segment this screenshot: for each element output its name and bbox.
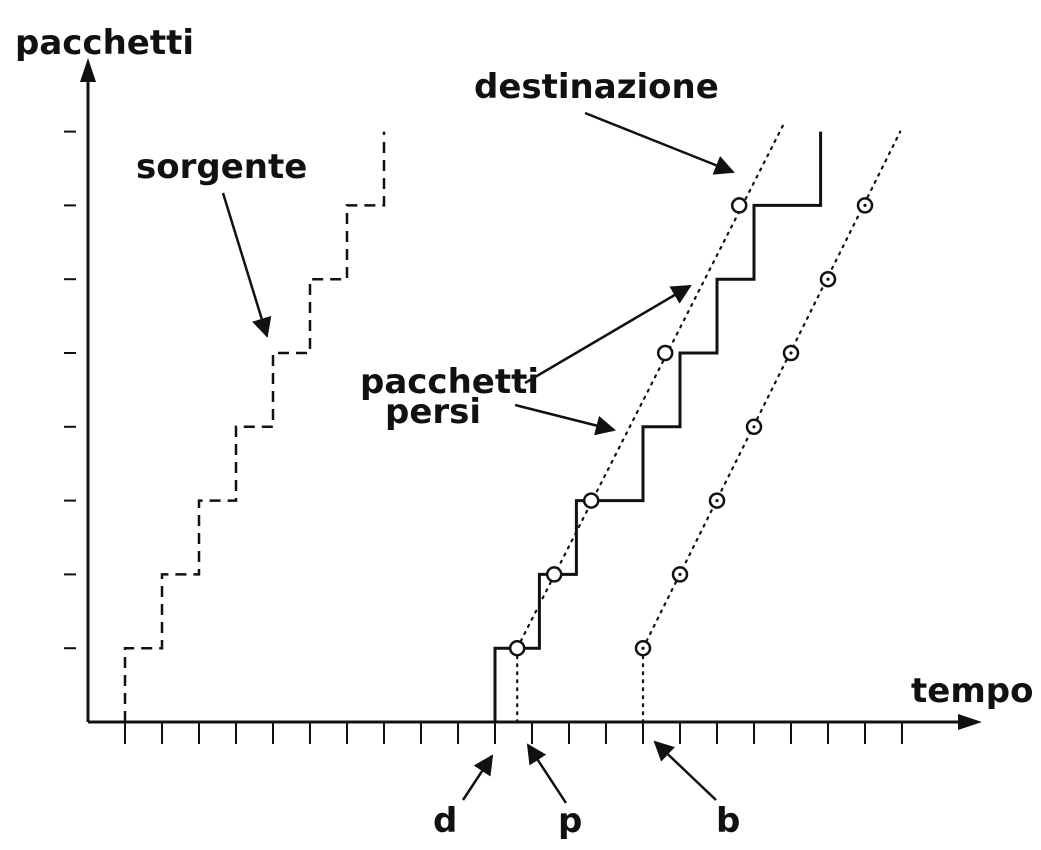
- destination-packet-circle: [730, 197, 748, 214]
- lost-packet-pointer-arrow-upper: [524, 284, 692, 385]
- playout-packet-center: [641, 646, 645, 650]
- x-axis-arrowhead: [958, 714, 982, 730]
- source-step-line: [123, 131, 386, 722]
- source-step-curve: [123, 131, 386, 722]
- lost-packets-label-line1: pacchetti: [360, 362, 539, 402]
- y-axis-label: pacchetti: [15, 23, 194, 63]
- p-pointer-arrow: [526, 743, 568, 804]
- y-axis-arrowhead: [80, 58, 96, 82]
- playout-packet-center: [715, 499, 719, 503]
- source-pointer-arrow: [221, 192, 272, 338]
- p-marker-label: p: [558, 801, 582, 841]
- packet-markers: [508, 197, 874, 657]
- destination-pointer-arrow: [584, 111, 735, 175]
- lost-packet-pointer-arrow-lower: [514, 403, 616, 436]
- destination-packet-circle: [508, 639, 526, 657]
- playout-packet-center: [752, 425, 756, 429]
- x-axis-ticks: [124, 722, 903, 744]
- playout-packet-center: [789, 351, 793, 355]
- playout-packet-center: [826, 277, 830, 281]
- b-pointer-arrow: [653, 740, 717, 801]
- playout-drop-lines: [516, 647, 645, 724]
- destination-packet-circle: [656, 344, 674, 362]
- playout-trend-line: [641, 130, 902, 650]
- playout-packet-center: [678, 572, 682, 577]
- destination-step-curve: [493, 131, 823, 722]
- playout-packet-center: [863, 203, 867, 207]
- x-axis-label: tempo: [911, 671, 1033, 711]
- d-pointer-arrow: [461, 754, 494, 801]
- d-marker-label: d: [433, 801, 457, 841]
- y-axis-ticks: [64, 130, 76, 650]
- destination-packet-circle: [545, 566, 563, 583]
- lost-packets-label-line2: persi: [385, 392, 481, 432]
- source-label: sorgente: [136, 147, 307, 187]
- annotation-arrows: [221, 111, 735, 804]
- destination-step-line: [493, 131, 823, 722]
- b-marker-label: b: [716, 801, 740, 841]
- destination-packet-circle: [582, 492, 600, 509]
- destination-label: destinazione: [474, 67, 719, 107]
- dotted-trend-lines: [516, 123, 902, 650]
